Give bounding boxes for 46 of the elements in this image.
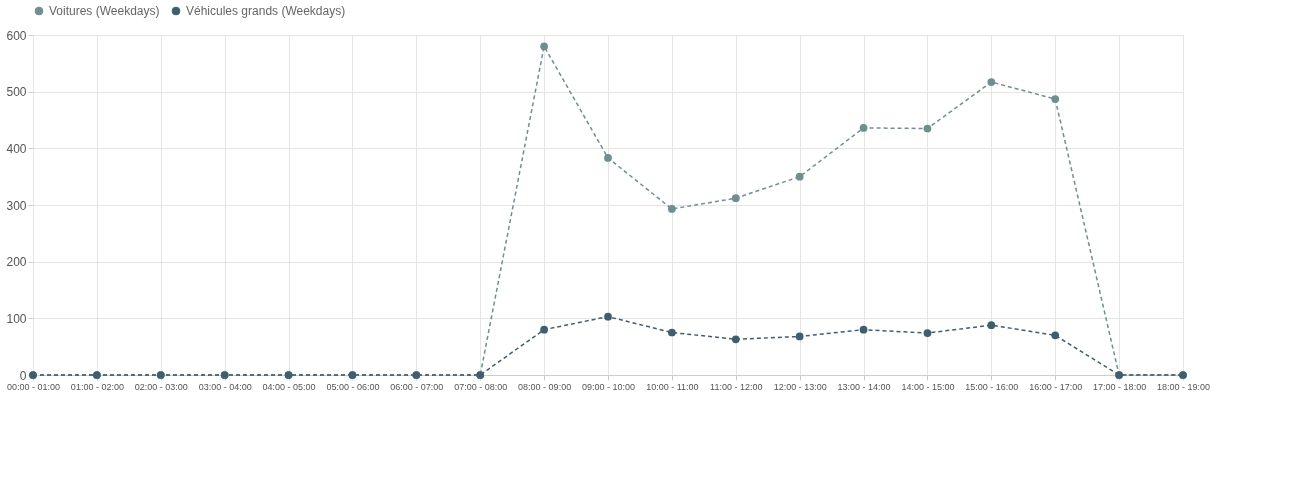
- x-tick-label: 13:00 - 14:00: [837, 381, 891, 392]
- y-tick-label: 600: [6, 28, 27, 43]
- x-tick-label: 12:00 - 13:00: [773, 381, 827, 392]
- point: [668, 328, 676, 337]
- x-tick-label: 03:00 - 04:00: [198, 381, 252, 392]
- x-tick-label: 05:00 - 06:00: [326, 381, 380, 392]
- point: [859, 325, 868, 334]
- y-tick-label: 500: [6, 85, 27, 100]
- x-tick-label: 09:00 - 10:00: [581, 381, 636, 392]
- x-tick-label: 08:00 - 09:00: [518, 381, 572, 392]
- x-tick-label: 16:00 - 17:00: [1029, 381, 1083, 392]
- point: [540, 325, 548, 334]
- point: [604, 154, 612, 162]
- y-tick-label: 400: [6, 141, 27, 156]
- point: [540, 42, 548, 51]
- point: [1051, 95, 1060, 103]
- y-tick-label: 300: [6, 198, 27, 213]
- x-tick-label: 06:00 - 07:00: [390, 381, 444, 392]
- legend-label: Voitures (Weekdays): [49, 4, 160, 18]
- x-tick-label: 00:00 - 01:00: [6, 381, 61, 392]
- legend-label: Véhicules grands (Weekdays): [186, 4, 346, 18]
- point: [987, 78, 996, 86]
- point: [923, 124, 932, 133]
- point: [1051, 331, 1060, 340]
- x-tick-label: 14:00 - 15:00: [901, 381, 955, 392]
- point: [987, 321, 996, 329]
- x-tick-label: 11:00 - 12:00: [710, 381, 763, 392]
- point: [795, 172, 804, 181]
- x-tick-label: 02:00 - 03:00: [134, 381, 188, 392]
- x-tick-label: 01:00 - 02:00: [70, 381, 124, 392]
- y-tick-label: 100: [6, 311, 27, 326]
- point: [795, 332, 804, 341]
- point: [923, 329, 932, 337]
- point: [668, 205, 676, 213]
- point: [731, 335, 740, 344]
- x-tick-label: 18:00 - 19:00: [1156, 381, 1211, 392]
- y-tick-label: 200: [6, 255, 27, 270]
- x-tick-label: 17:00 - 18:00: [1093, 381, 1147, 392]
- x-tick-label: 07:00 - 08:00: [454, 381, 508, 392]
- point: [859, 124, 868, 132]
- point: [604, 312, 612, 321]
- y-tick-label: 0: [19, 368, 27, 383]
- x-tick-label: 10:00 - 11:00: [646, 381, 699, 392]
- x-tick-label: 04:00 - 05:00: [262, 381, 316, 392]
- point: [731, 194, 740, 203]
- x-tick-label: 15:00 - 16:00: [965, 381, 1019, 392]
